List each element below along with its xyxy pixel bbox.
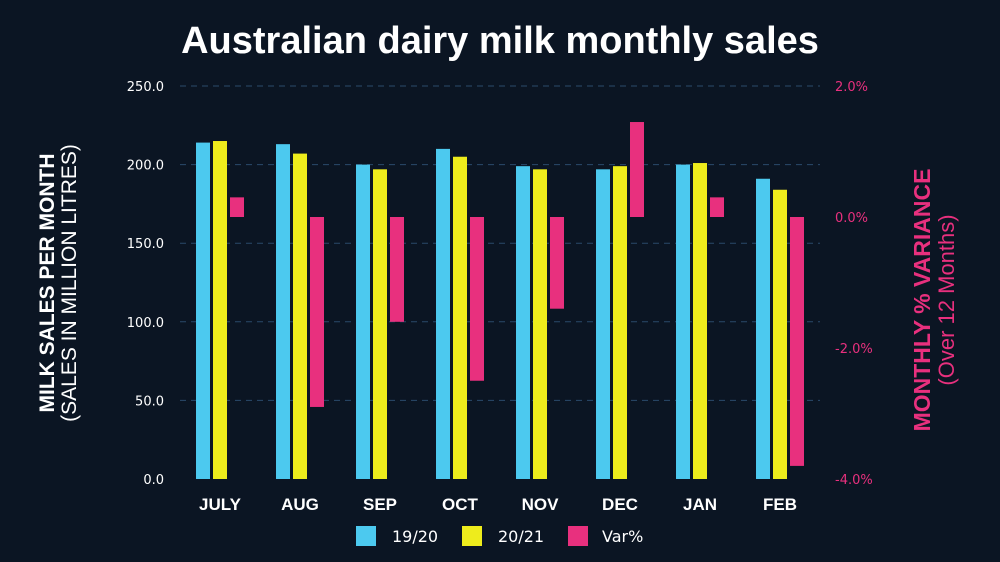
bar-20-21-oct (453, 156, 467, 480)
bar-var-sep (390, 217, 404, 322)
bar-var-nov (550, 217, 564, 309)
y2-tick-label: -4.0% (835, 473, 873, 488)
left-axis-subtitle: (SALES IN MILLION LITRES) (58, 144, 81, 422)
bar-20-21-feb (773, 189, 787, 479)
bar-19-20-sep (356, 164, 370, 479)
legend-swatch-var (568, 526, 588, 546)
y-tick-label: 150.0 (127, 237, 164, 252)
right-axis-title: MONTHLY % VARIANCE (909, 169, 935, 432)
y-tick-label: 200.0 (127, 159, 164, 174)
y-tick-label: 250.0 (127, 80, 164, 95)
x-tick-label: DEC (602, 495, 638, 514)
y-tick-label: 0.0 (143, 473, 164, 488)
bar-var-july (230, 197, 244, 217)
bar-19-20-aug (276, 144, 290, 479)
x-tick-label: JULY (199, 495, 242, 514)
bar-19-20-jan (676, 164, 690, 479)
bar-var-aug (310, 217, 324, 407)
y2-tick-label: 0.0% (835, 211, 868, 226)
legend: 19/20 20/21 Var% (356, 526, 643, 546)
bar-20-21-aug (293, 153, 307, 479)
bar-19-20-dec (596, 169, 610, 480)
bar-20-21-nov (533, 169, 547, 480)
bar-var-dec (630, 122, 644, 217)
bar-20-21-july (213, 141, 227, 479)
bar-19-20-feb (756, 178, 770, 480)
legend-label-20-21: 20/21 (498, 527, 544, 546)
chart-title: Australian dairy milk monthly sales (181, 20, 819, 62)
right-axis-ticks: -4.0% -2.0% 0.0% 2.0% (835, 80, 873, 488)
left-axis-title: MILK SALES PER MONTH (36, 153, 59, 412)
left-axis-label: MILK SALES PER MONTH (SALES IN MILLION L… (36, 144, 81, 422)
bar-var-jan (710, 197, 724, 217)
x-tick-label: FEB (763, 495, 797, 514)
y2-tick-label: -2.0% (835, 342, 873, 357)
x-tick-label: SEP (363, 495, 397, 514)
bars (196, 122, 804, 480)
category-labels: JULY AUG SEP OCT NOV DEC JAN FEB (199, 495, 797, 514)
bar-var-oct (470, 217, 484, 381)
legend-label-19-20: 19/20 (392, 527, 438, 546)
bar-var-feb (790, 217, 804, 466)
bar-19-20-july (196, 142, 210, 480)
y-tick-label: 100.0 (127, 316, 164, 331)
y2-tick-label: 2.0% (835, 80, 868, 95)
bar-20-21-sep (373, 169, 387, 480)
grid-lines (180, 85, 820, 401)
bar-20-21-jan (693, 163, 707, 479)
left-axis-ticks: 0.0 50.0 100.0 150.0 200.0 250.0 (127, 80, 164, 488)
right-axis-label: MONTHLY % VARIANCE (Over 12 Months) (909, 169, 959, 432)
x-tick-label: AUG (281, 495, 319, 514)
x-tick-label: OCT (442, 495, 479, 514)
x-tick-label: JAN (683, 495, 717, 514)
right-axis-subtitle: (Over 12 Months) (934, 214, 959, 385)
x-tick-label: NOV (522, 495, 560, 514)
y-tick-label: 50.0 (135, 394, 164, 409)
bar-19-20-oct (436, 148, 450, 479)
bar-20-21-dec (613, 166, 627, 479)
bar-19-20-nov (516, 166, 530, 479)
legend-swatch-19-20 (356, 526, 376, 546)
legend-swatch-20-21 (462, 526, 482, 546)
legend-label-var: Var% (602, 527, 643, 546)
